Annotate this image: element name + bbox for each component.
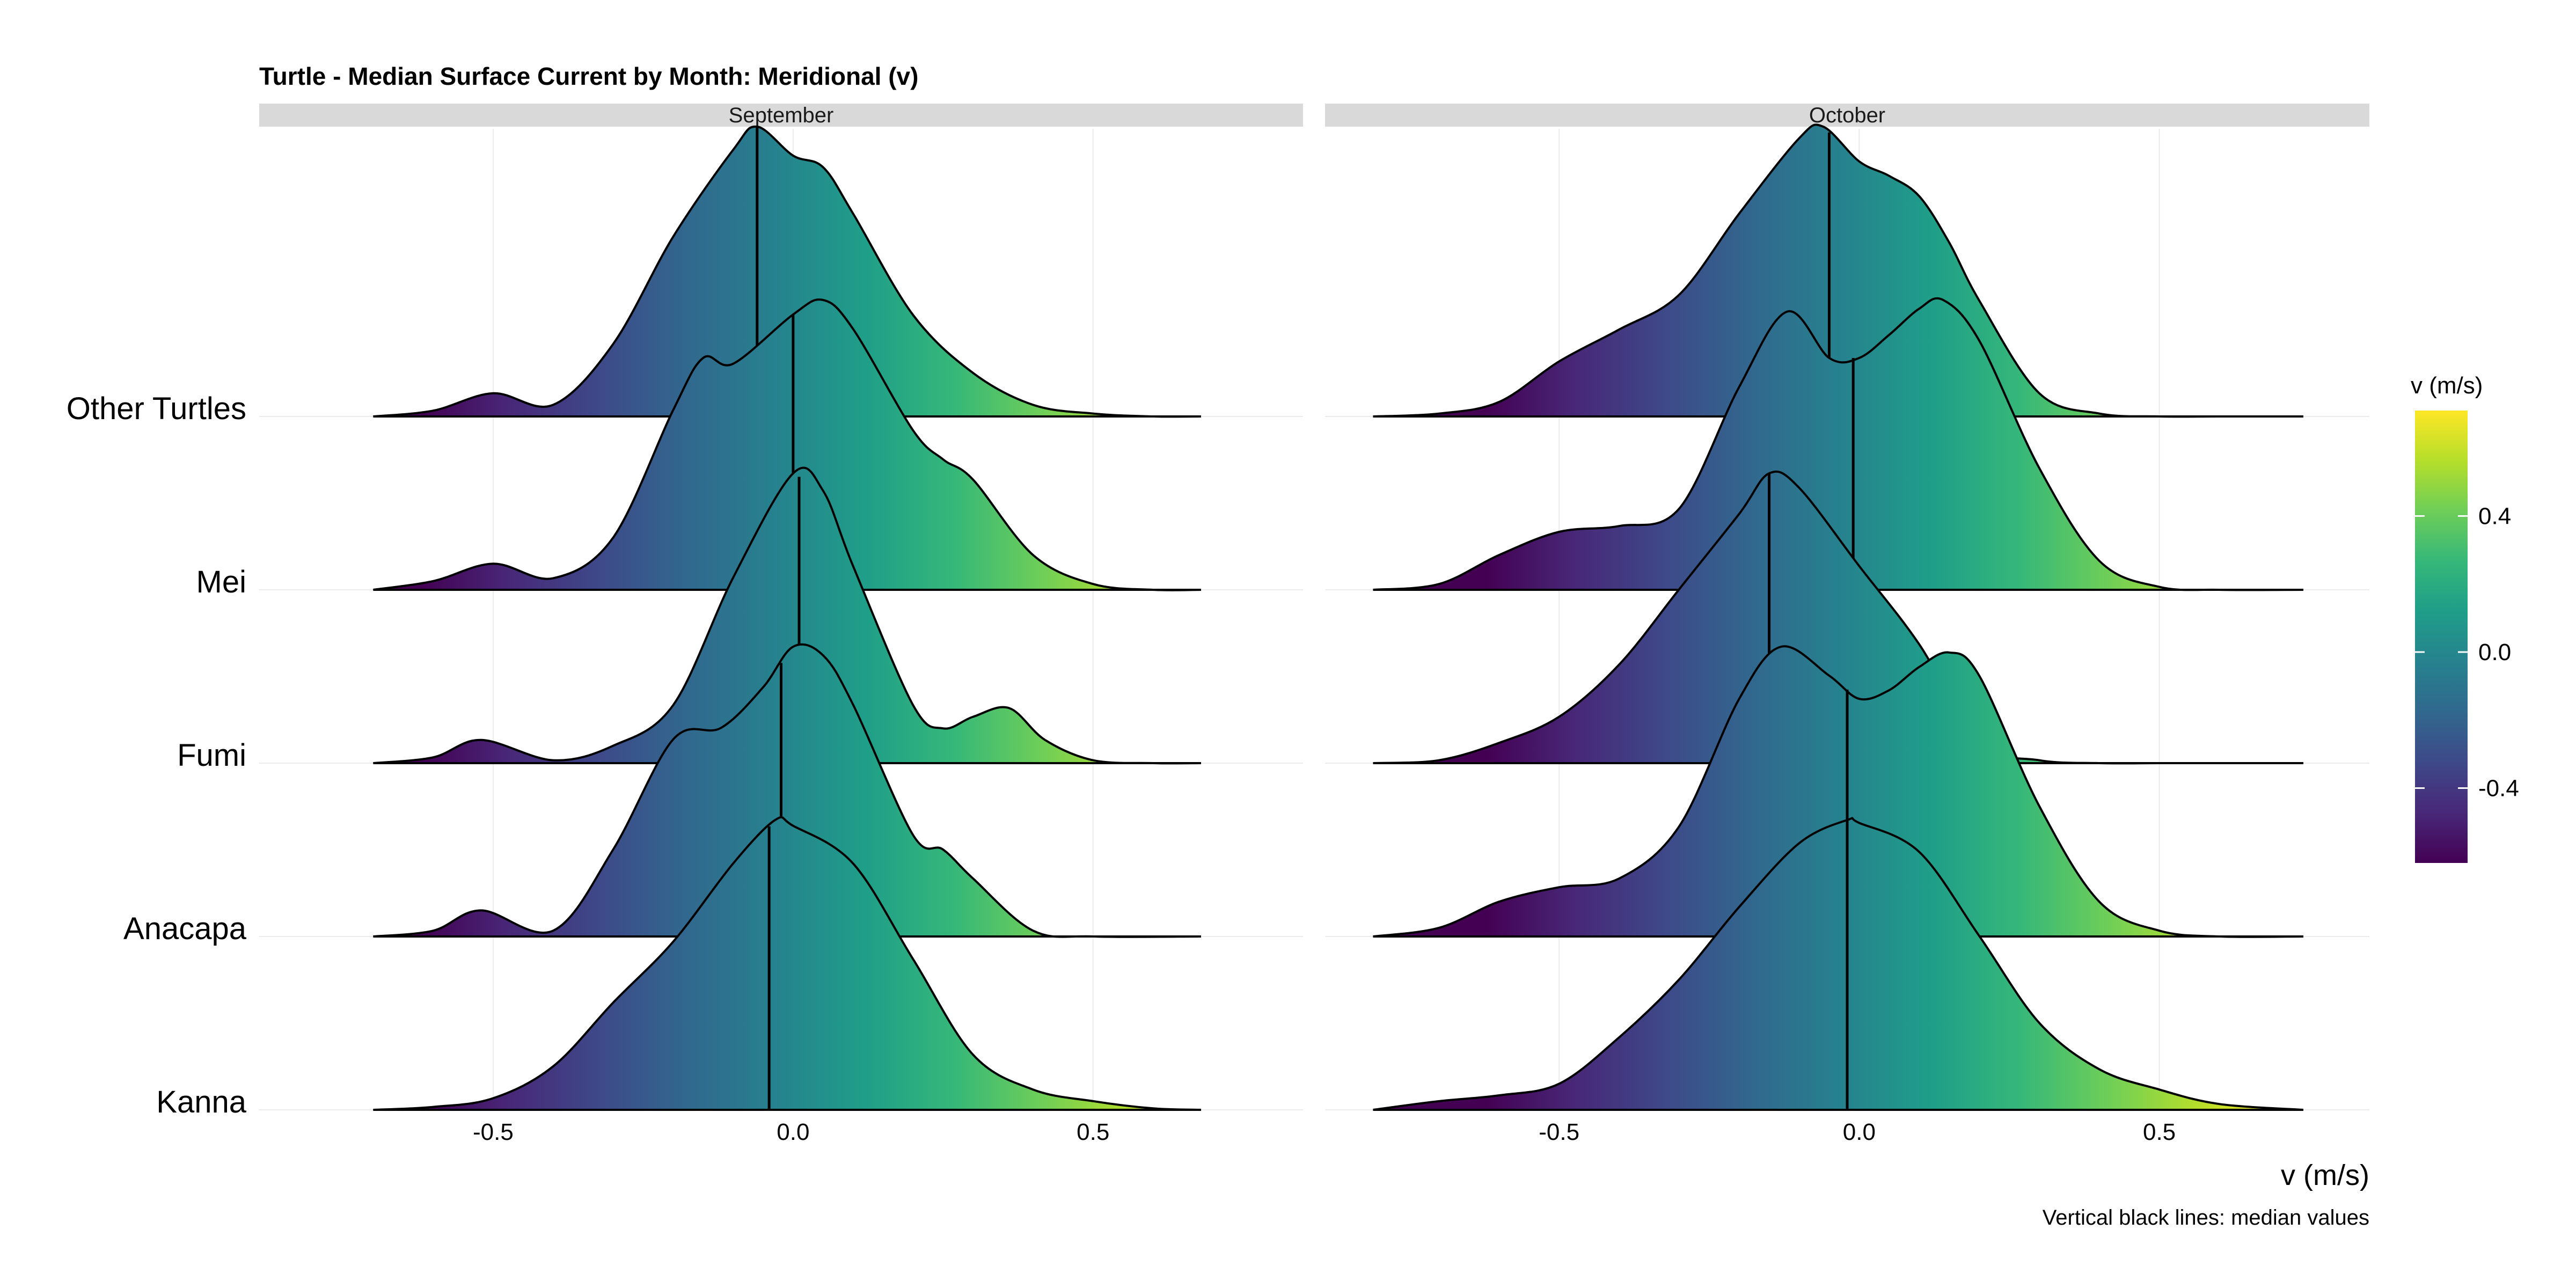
ridge-fill [373, 299, 1201, 590]
y-tick-label: Mei [196, 565, 246, 599]
ridge-outline [373, 466, 1202, 765]
legend-title: v (m/s) [2411, 372, 2483, 399]
x-tick-label: -0.5 [1539, 1119, 1579, 1145]
ridge-fill [373, 467, 1201, 764]
ridge-outline [373, 643, 1202, 938]
y-axis-labels: Other Turtles Mei Fumi Anacapa Kanna [67, 391, 247, 1119]
ridge-outline [1373, 297, 2304, 591]
facet-strip-label: October [1809, 104, 1885, 127]
x-tick-label: 0.0 [1843, 1119, 1876, 1145]
ridge-kanna [1373, 817, 2304, 1111]
colorbar-tick-label: 0.0 [2478, 639, 2511, 665]
ridge-mei [1373, 297, 2304, 591]
chart-title: Turtle - Median Surface Current by Month… [259, 62, 918, 90]
ridge-outline [373, 298, 1202, 591]
ridge-fill [1373, 471, 2303, 764]
ridge-kanna [373, 816, 1202, 1111]
ridge-fill [1373, 125, 2303, 417]
chart-caption: Vertical black lines: median values [2043, 1206, 2369, 1230]
colorbar-tick-label: -0.4 [2478, 775, 2519, 802]
ridge-fill [373, 817, 1201, 1110]
ridge-outline [373, 125, 1202, 418]
ridge-outline [1373, 123, 2303, 418]
facet-panel-september: September -0.5 0.0 0.5 [259, 104, 1303, 1145]
colorbar [2415, 411, 2468, 863]
y-tick-label: Kanna [156, 1085, 246, 1119]
x-tick-label: 0.5 [2143, 1119, 2176, 1145]
y-tick-label: Anacapa [123, 911, 247, 946]
ridge-fill [373, 644, 1201, 937]
ridge-fill [1373, 818, 2303, 1110]
facet-panels: September -0.5 0.0 0.5 October -0.5 0.0 0.5 [259, 104, 2369, 1145]
ridge-fill [373, 126, 1201, 417]
colorbar-legend: v (m/s) -0.4 0.0 0.4 [2411, 372, 2519, 863]
facet-panel-october: October -0.5 0.0 0.5 [1325, 104, 2369, 1145]
x-tick-label: 0.0 [777, 1119, 809, 1145]
x-tick-label: -0.5 [473, 1119, 514, 1145]
x-tick-label: 0.5 [1077, 1119, 1109, 1145]
facet-strip-label: September [729, 104, 834, 127]
y-tick-label: Fumi [177, 738, 246, 773]
ridge-outline [1373, 645, 2304, 938]
colorbar-tick-label: 0.4 [2478, 503, 2511, 529]
facet-strip [1325, 104, 2369, 127]
ridge-fill [1373, 298, 2303, 590]
ridge-outline [373, 816, 1202, 1111]
y-tick-label: Other Turtles [67, 391, 246, 426]
facet-strip [259, 104, 1303, 127]
x-axis-title: v (m/s) [2281, 1159, 2369, 1191]
